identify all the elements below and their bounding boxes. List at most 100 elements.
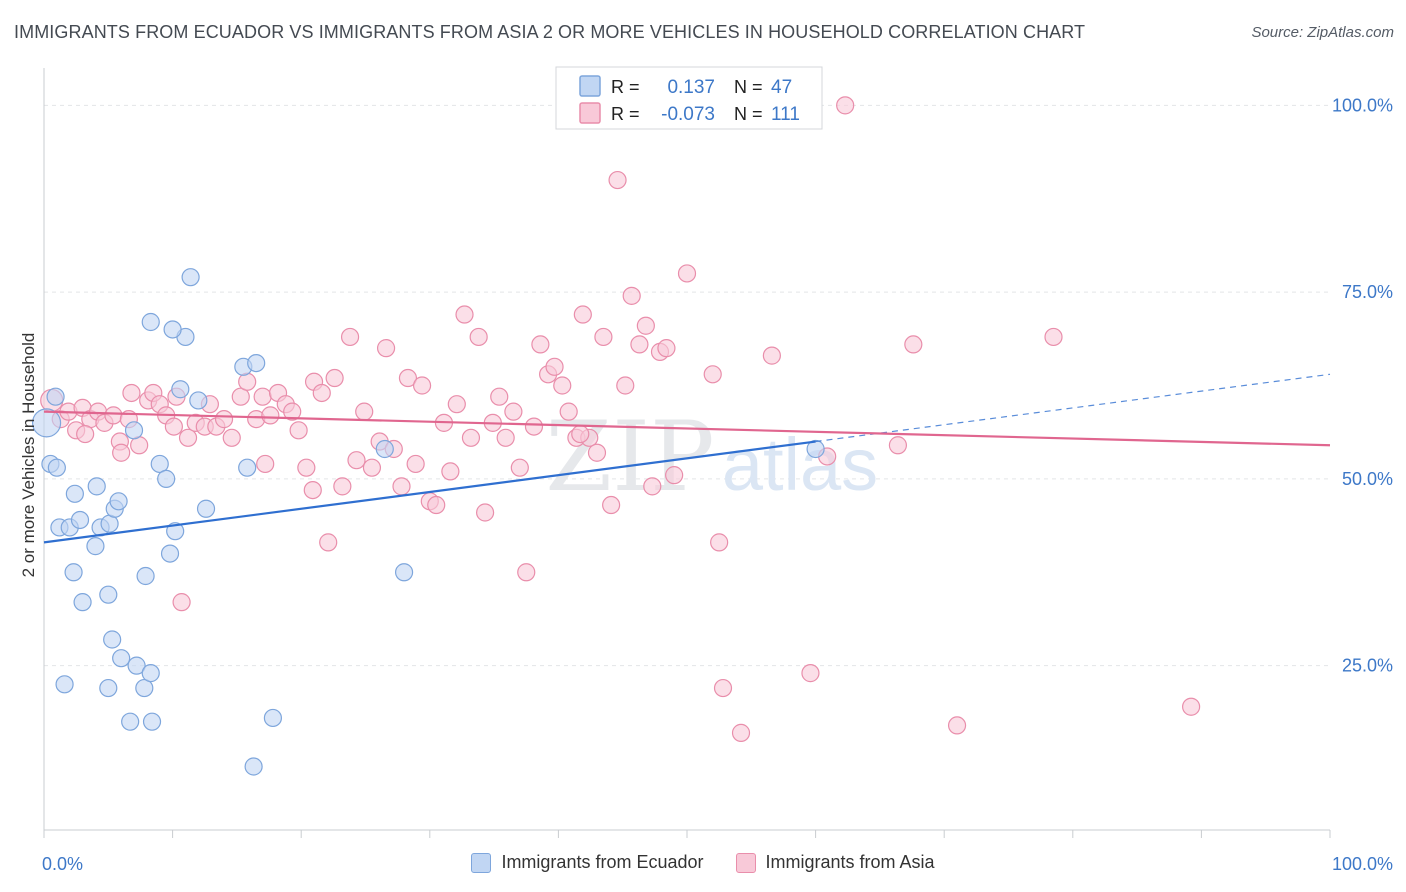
point-ecuador-14 [99, 585, 118, 604]
legend-label-ecuador: Immigrants from Ecuador [501, 852, 704, 872]
point-asia-39 [319, 533, 338, 552]
point-ecuador-22 [135, 678, 154, 698]
point-asia-66 [510, 458, 529, 477]
point-ecuador-33 [196, 499, 216, 518]
point-ecuador-37 [238, 458, 257, 477]
point-asia-65 [504, 402, 523, 421]
point-asia-79 [602, 495, 621, 515]
point-ecuador-31 [181, 268, 200, 287]
point-asia-75 [573, 305, 592, 324]
point-asia-51 [406, 454, 425, 474]
legend-swatch-ecuador [579, 75, 601, 97]
point-ecuador-11 [87, 477, 106, 496]
legend-n-label-2: N = [734, 104, 763, 124]
point-asia-63 [490, 387, 509, 406]
point-ecuador-43 [375, 439, 394, 459]
point-asia-91 [710, 533, 729, 552]
stats-legend: R = 0.137 N = 47 R = -0.073 N = 111 [555, 66, 823, 130]
point-asia-105 [303, 480, 322, 500]
point-asia-95 [762, 346, 781, 365]
point-asia-96 [801, 664, 820, 683]
point-asia-104 [256, 454, 275, 474]
point-asia-68 [524, 417, 544, 436]
legend-swatch-pink [735, 852, 756, 873]
point-asia-52 [412, 376, 432, 395]
watermark-zip: ZIP [545, 401, 714, 513]
chart-title: IMMIGRANTS FROM ECUADOR VS IMMIGRANTS FR… [14, 22, 1086, 42]
point-asia-90 [703, 365, 722, 384]
watermark-atlas: atlas [722, 423, 878, 506]
legend-r-value-2: -0.073 [661, 104, 715, 125]
point-ecuador-18 [112, 649, 131, 668]
point-ecuador-23 [136, 566, 155, 586]
point-ecuador-12 [99, 678, 118, 698]
point-asia-106 [164, 417, 183, 436]
point-ecuador-42 [55, 675, 74, 694]
point-asia-88 [665, 466, 684, 485]
point-ecuador-44 [394, 563, 414, 582]
point-asia-80 [608, 170, 627, 190]
point-ecuador-41 [141, 312, 160, 332]
point-asia-30 [253, 387, 272, 406]
point-ecuador-28 [160, 544, 180, 563]
point-asia-100 [904, 335, 923, 354]
legend-n-label-1: N = [734, 77, 763, 97]
point-asia-78 [594, 327, 613, 347]
point-asia-61 [475, 503, 495, 522]
point-asia-49 [392, 477, 411, 496]
data-points [31, 96, 1201, 776]
legend-item-asia: Immigrants from Asia [735, 852, 935, 873]
point-asia-38 [312, 383, 331, 403]
trend-lines [43, 373, 1331, 544]
point-ecuador-40 [263, 708, 283, 728]
y-tick-label-3: 100.0% [1332, 95, 1393, 115]
point-ecuador-15 [103, 630, 122, 649]
point-asia-44 [355, 402, 374, 421]
point-asia-41 [333, 477, 352, 496]
point-ecuador-45 [806, 439, 825, 459]
point-ecuador-29 [166, 522, 185, 541]
point-asia-19 [172, 593, 191, 612]
point-ecuador-32 [171, 380, 190, 399]
point-ecuador-24 [141, 664, 160, 683]
point-ecuador-19 [121, 712, 140, 731]
point-asia-27 [231, 387, 250, 406]
point-asia-82 [622, 286, 641, 305]
point-asia-83 [630, 335, 649, 354]
point-asia-50 [398, 368, 418, 388]
y-tick-label-1: 50.0% [1342, 469, 1393, 489]
point-ecuador-2 [47, 458, 66, 477]
point-asia-58 [455, 305, 474, 324]
tick-labels: 25.0% 50.0% 75.0% 100.0% 0.0% 100.0% [42, 95, 1393, 874]
point-asia-20 [178, 428, 198, 447]
legend-r-value-1: 0.137 [667, 77, 715, 98]
chart-source: Source: ZipAtlas.com [1251, 24, 1394, 41]
point-ecuador-5 [64, 563, 83, 582]
point-ecuador-8 [73, 593, 92, 612]
series-legend: Immigrants from Ecuador Immigrants from … [0, 852, 1406, 873]
y-tick-label-0: 25.0% [1342, 656, 1393, 676]
point-asia-57 [447, 395, 466, 414]
point-ecuador-25 [142, 712, 162, 731]
axes [43, 68, 1331, 838]
point-asia-99 [888, 436, 908, 455]
point-asia-43 [347, 451, 366, 470]
point-asia-45 [362, 458, 382, 477]
point-asia-26 [222, 428, 241, 447]
point-asia-56 [441, 462, 460, 481]
point-asia-73 [559, 402, 578, 421]
point-asia-77 [587, 443, 607, 462]
point-asia-69 [531, 335, 550, 354]
point-asia-36 [297, 458, 316, 477]
trend-line-asia [43, 410, 1331, 447]
point-ecuador-35 [189, 391, 208, 410]
point-asia-54 [427, 495, 446, 515]
point-asia-28 [238, 372, 257, 391]
point-asia-64 [496, 428, 515, 447]
legend-r-label-1: R = [611, 77, 640, 97]
point-asia-42 [340, 327, 360, 347]
point-asia-10 [112, 443, 131, 462]
point-asia-101 [947, 716, 967, 735]
point-asia-84 [636, 316, 655, 335]
